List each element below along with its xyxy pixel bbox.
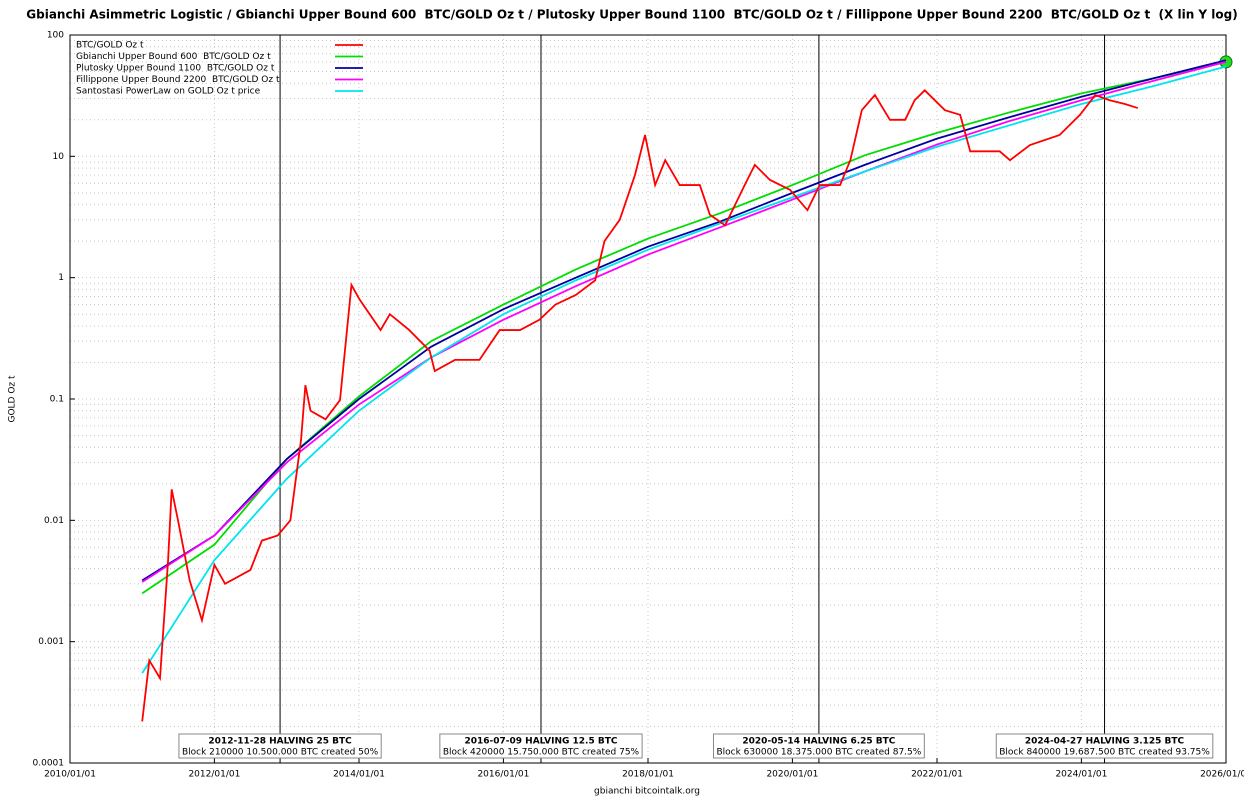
y-tick-label: 100 <box>47 31 64 41</box>
y-tick-label: 0.1 <box>50 395 64 405</box>
y-tick-label: 0.01 <box>44 516 64 526</box>
y-tick-label: 10 <box>53 152 65 162</box>
legend-label: Santostasi PowerLaw on GOLD Oz t price <box>76 87 261 97</box>
y-tick-label: 0.0001 <box>33 759 65 769</box>
x-tick-label: 2022/01/01 <box>911 770 963 780</box>
x-tick-label: 2014/01/01 <box>333 770 385 780</box>
x-tick-label: 2018/01/01 <box>622 770 674 780</box>
annotation-box <box>439 733 643 759</box>
legend-label: Plutosky Upper Bound 1100 BTC/GOLD Oz t <box>76 64 275 74</box>
annotation-title: 2016-07-09 HALVING 12.5 BTC <box>464 737 617 747</box>
x-tick-label: 2012/01/01 <box>188 770 240 780</box>
series-line <box>141 59 1227 582</box>
annotation-text: Block 840000 19.687.500 BTC created 93.7… <box>999 748 1210 758</box>
plot-frame <box>69 34 1227 764</box>
legend-label: Fillippone Upper Bound 2200 BTC/GOLD Oz … <box>76 75 280 85</box>
x-axis-label: gbianchi bitcointalk.org <box>594 787 700 797</box>
annotation-box <box>178 733 382 759</box>
x-tick-label: 2026/01/01 <box>1200 770 1244 780</box>
annotation-text: Block 210000 10.500.000 BTC created 50% <box>182 748 379 758</box>
x-tick-label: 2024/01/01 <box>1055 770 1107 780</box>
annotation-title: 2020-05-14 HALVING 6.25 BTC <box>742 737 895 747</box>
series-line <box>141 89 1139 722</box>
chart-title: Gbianchi Asimmetric Logistic / Gbianchi … <box>26 8 1237 22</box>
legend-label: BTC/GOLD Oz t <box>76 41 144 51</box>
x-tick-label: 2010/01/01 <box>44 770 96 780</box>
annotation-text: Block 420000 15.750.000 BTC created 75% <box>443 748 640 758</box>
annotation-box <box>712 733 925 759</box>
series-line <box>141 61 1227 595</box>
annotation-title: 2024-04-27 HALVING 3.125 BTC <box>1025 737 1185 747</box>
y-tick-label: 1 <box>58 273 64 283</box>
legend-label: Gbianchi Upper Bound 600 BTC/GOLD Oz t <box>76 52 271 62</box>
annotation-box <box>995 733 1214 759</box>
x-tick-label: 2016/01/01 <box>477 770 529 780</box>
series-line <box>141 61 1227 583</box>
y-tick-label: 0.001 <box>38 637 64 647</box>
x-tick-label: 2020/01/01 <box>766 770 818 780</box>
annotation-title: 2012-11-28 HALVING 25 BTC <box>208 737 352 747</box>
annotation-text: Block 630000 18.375.000 BTC created 87.5… <box>716 748 921 758</box>
y-axis-label: GOLD Oz t <box>8 375 18 423</box>
series-line <box>141 65 1227 674</box>
